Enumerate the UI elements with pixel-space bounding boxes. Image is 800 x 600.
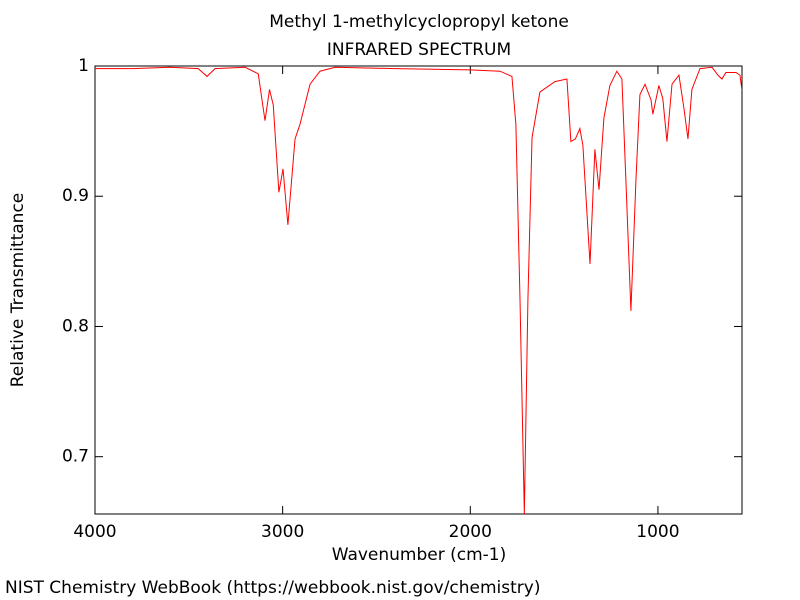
x-tick-label: 2000 xyxy=(449,522,492,542)
x-axis-label: Wavenumber (cm-1) xyxy=(332,545,507,565)
source-note: NIST Chemistry WebBook (https://webbook.… xyxy=(5,578,540,598)
x-tick-label: 3000 xyxy=(261,522,304,542)
x-tick-label: 1000 xyxy=(636,522,679,542)
chart-subtitle: INFRARED SPECTRUM xyxy=(327,40,511,60)
y-tick-label: 0.9 xyxy=(62,186,89,206)
spectrum-line xyxy=(95,66,742,514)
y-tick-label: 1 xyxy=(78,56,89,76)
y-axis-label: Relative Transmittance xyxy=(8,193,28,388)
y-tick-label: 0.8 xyxy=(62,316,89,336)
x-tick-label: 4000 xyxy=(73,522,116,542)
chart-title: Methyl 1-methylcyclopropyl ketone xyxy=(269,12,569,32)
y-tick-label: 0.7 xyxy=(62,447,89,467)
plot-frame xyxy=(94,65,743,515)
